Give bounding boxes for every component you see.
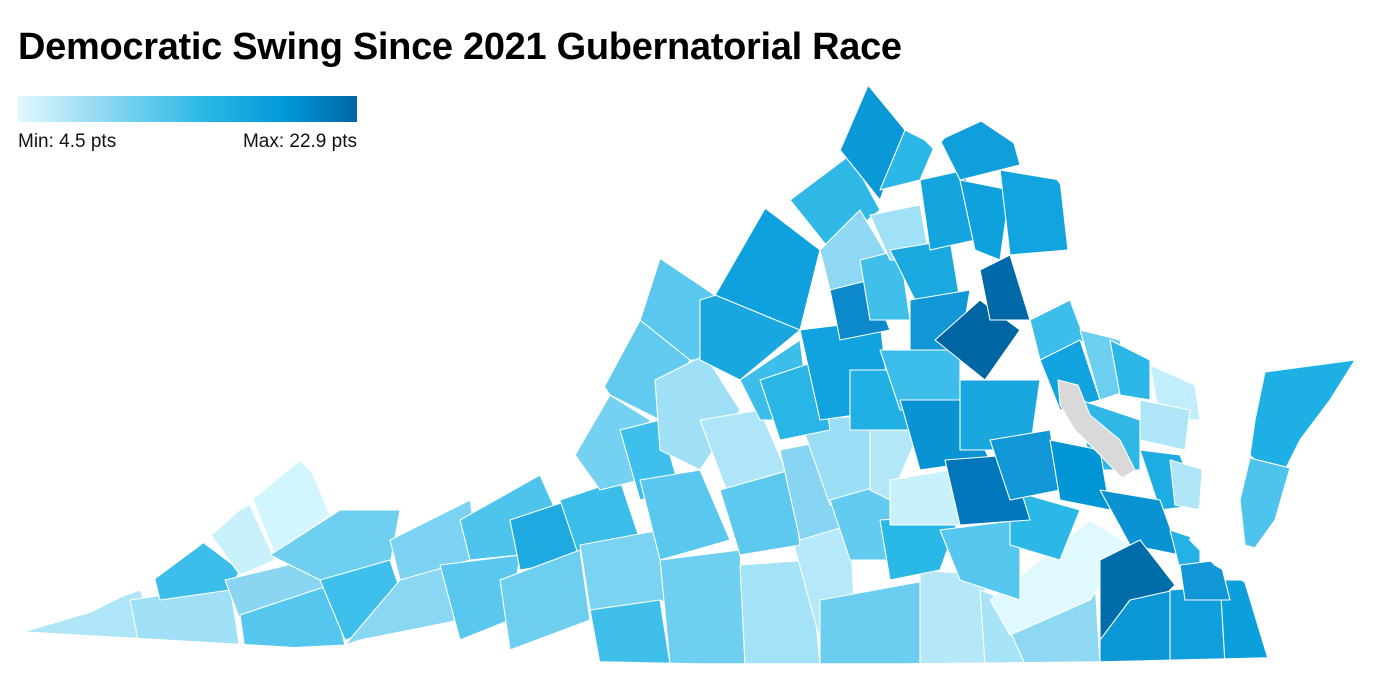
county <box>1239 457 1291 549</box>
county <box>589 599 671 664</box>
mainland-counties <box>22 85 1268 664</box>
county <box>719 469 801 556</box>
state-outline <box>21 83 1270 665</box>
county <box>979 254 1031 321</box>
county <box>499 549 591 651</box>
county <box>819 579 931 664</box>
county <box>639 469 731 561</box>
county <box>939 519 1021 601</box>
no-data-county <box>1057 379 1136 479</box>
legend-gradient-bar <box>18 96 357 122</box>
county <box>1109 339 1151 401</box>
county <box>999 169 1069 256</box>
county <box>959 179 1011 261</box>
county <box>1009 489 1081 561</box>
county <box>659 549 746 664</box>
map-title: Democratic Swing Since 2021 Gubernatoria… <box>18 26 902 68</box>
color-legend: Min: 4.5 pts Max: 22.9 pts <box>18 96 357 153</box>
legend-min-label: Min: 4.5 pts <box>18 131 117 152</box>
county <box>1049 439 1111 511</box>
legend-max-label: Max: 22.9 pts <box>242 131 357 152</box>
county <box>739 559 821 664</box>
county <box>1179 559 1231 601</box>
county <box>1249 359 1356 471</box>
